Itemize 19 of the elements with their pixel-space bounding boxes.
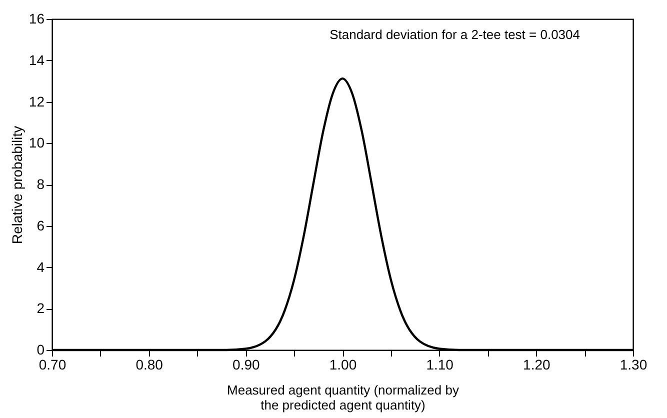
y-tick-label: 8 <box>36 176 45 192</box>
y-tick-label: 12 <box>28 93 45 110</box>
y-tick-label: 16 <box>28 10 45 26</box>
y-tick-label: 10 <box>28 134 45 151</box>
x-tick-label: 1.10 <box>426 356 454 372</box>
annotation: Standard deviation for a 2-tee test = 0.0304 <box>330 27 580 42</box>
x-tick-label: 1.30 <box>620 356 648 372</box>
y-tick-label: 0 <box>36 342 45 358</box>
x-tick-label: 0.70 <box>38 356 66 372</box>
y-tick-label: 6 <box>36 217 45 234</box>
x-tick-label: 0.80 <box>136 356 164 372</box>
y-axis-title: Relative probability <box>8 126 25 244</box>
y-tick-label: 4 <box>36 258 45 275</box>
x-tick-label: 1.20 <box>523 356 551 372</box>
y-tick-label: 2 <box>36 300 45 316</box>
x-tick-label: 1.00 <box>329 356 357 372</box>
y-tick-label: 14 <box>28 52 45 68</box>
x-axis-title: Measured agent quantity (normalized by the predicted agent quantity) <box>227 382 460 412</box>
x-tick-label: 0.90 <box>232 356 260 372</box>
